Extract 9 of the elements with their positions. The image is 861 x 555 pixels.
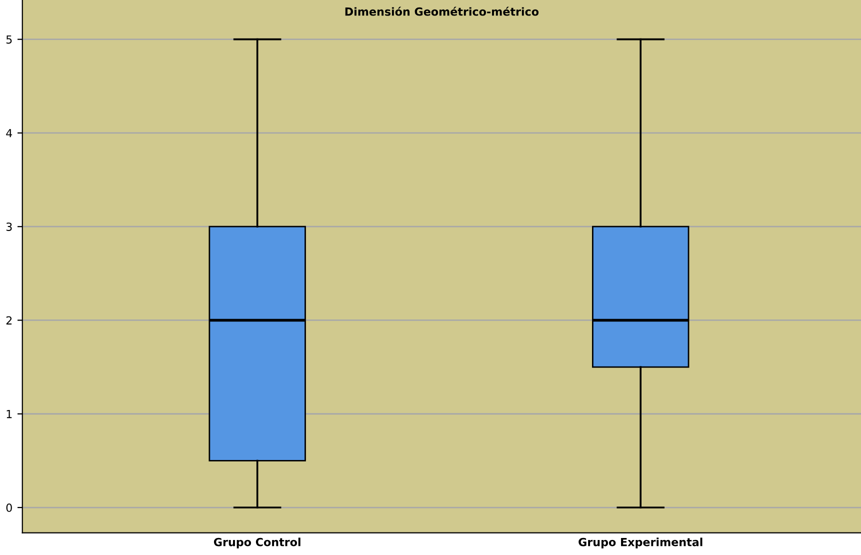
y-tick-label: 4 (6, 129, 12, 138)
x-tick-label: Grupo Experimental (578, 538, 702, 548)
y-tick-label: 2 (6, 316, 12, 324)
y-tick-label: 3 (6, 222, 12, 231)
y-tick-label: 5 (6, 35, 12, 44)
x-tick-label: Grupo Control (214, 538, 300, 548)
y-tick-label: 0 (6, 503, 12, 512)
y-tick-label: 1 (6, 410, 12, 418)
text: Dimensión Geométrico-métrico (345, 6, 539, 16)
